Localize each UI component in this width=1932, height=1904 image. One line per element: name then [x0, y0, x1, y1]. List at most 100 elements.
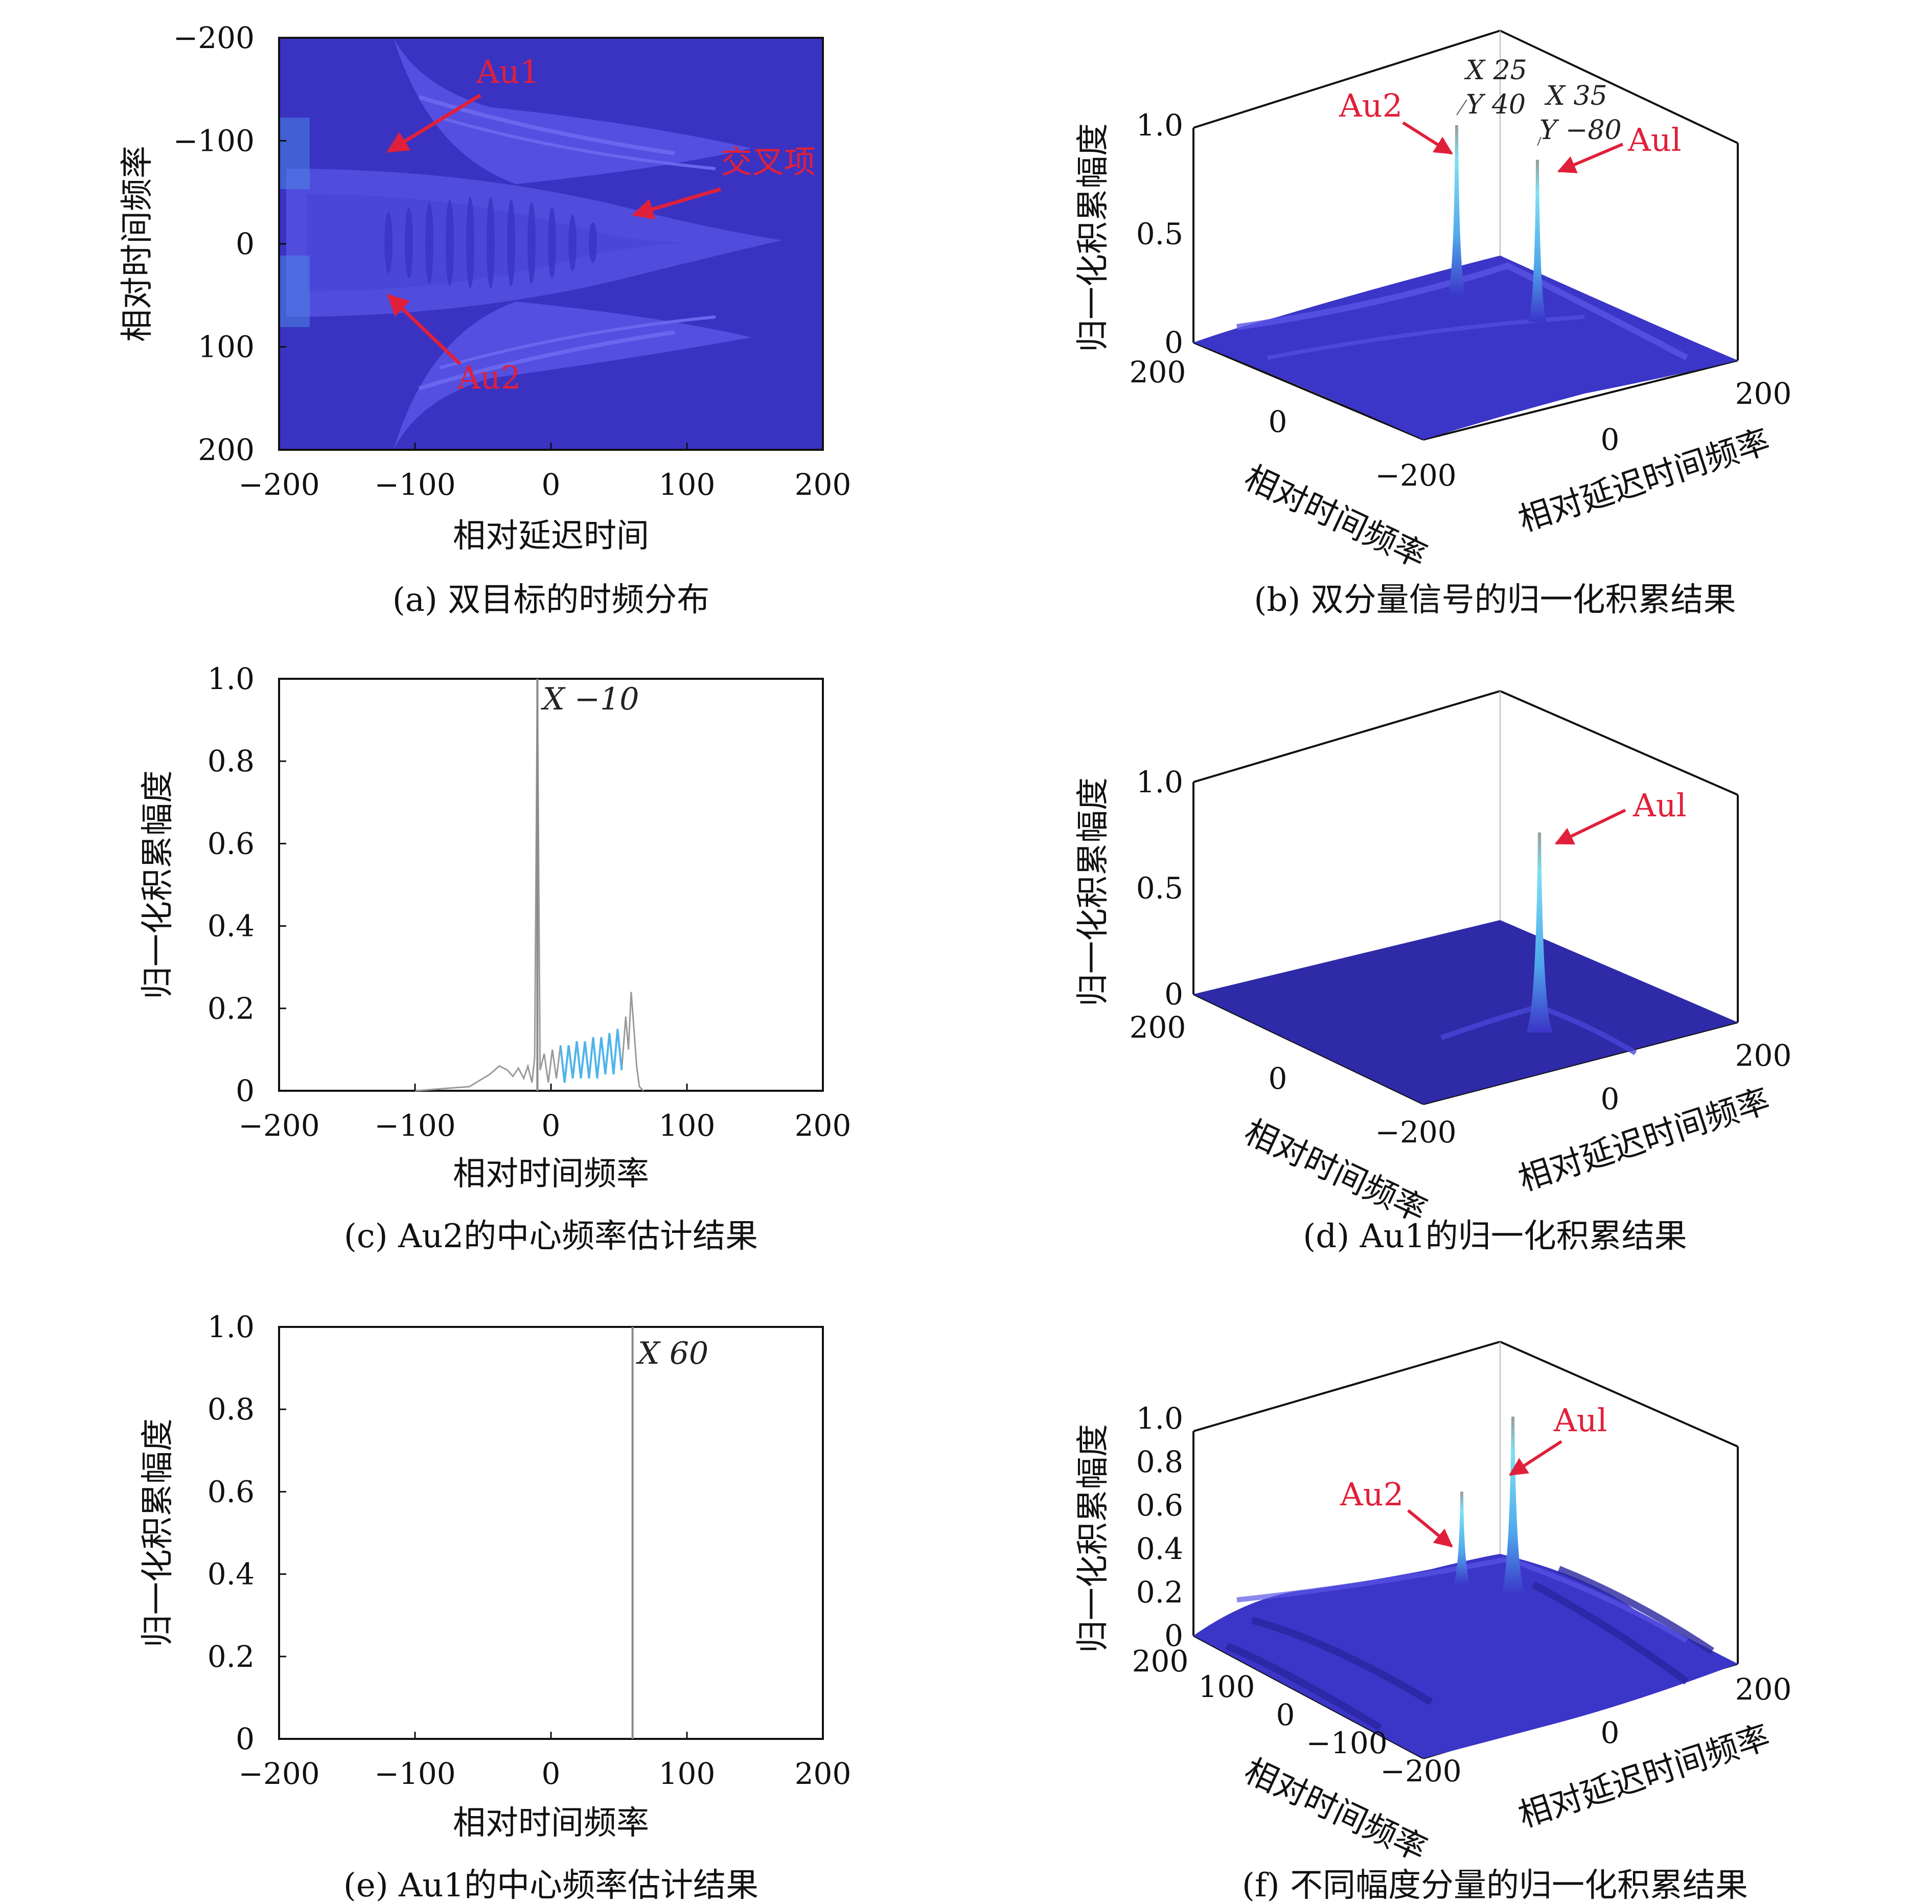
x-tick-f-2: 0 — [1276, 1697, 1295, 1732]
y-tick-label: −200 — [173, 20, 255, 55]
datatip-y-b-1: Y −80 — [1539, 115, 1622, 146]
x-axis-label-e: 相对时间频率 — [453, 1804, 649, 1842]
y-axis-label-e: 归一化积累幅度 — [139, 1418, 177, 1647]
z-axis-label-b: 归一化积累幅度 — [1074, 123, 1112, 352]
peak-label-c: X −10 — [541, 681, 639, 717]
x-tick-labels-e: −200 −100 0 100 200 — [238, 1732, 851, 1791]
y-tick-labels-e: 0 0.2 0.4 0.6 0.8 1.0 — [208, 1310, 286, 1756]
surface-ridges-f — [1225, 1566, 1714, 1731]
z-tick-label: 0 — [1164, 1618, 1183, 1653]
z-tick-label: 0 — [1164, 977, 1183, 1012]
heatmap-pattern — [279, 38, 782, 450]
datatip-x-b-1: X 35 — [1544, 81, 1607, 111]
annotation-au2-b: Au2 — [1339, 87, 1402, 124]
x-tick-d-2: −200 — [1375, 1115, 1456, 1150]
peak-au2-b — [1447, 125, 1466, 296]
y-axis-label-b: 相对延迟时间频率 — [1514, 423, 1775, 540]
y-axis-label-a: 相对时间频率 — [119, 146, 156, 342]
caption-b: (b) 双分量信号的归一化积累结果 — [1254, 581, 1736, 619]
y-tick-label: −100 — [173, 124, 255, 158]
x-tick-b-1: 0 — [1269, 404, 1287, 439]
series-line — [415, 678, 644, 1092]
x-tick-b-2: −200 — [1375, 458, 1456, 493]
panel-e: −200 −100 0 100 200 0 0.2 0.4 0.6 0.8 1.0 X 60 相对… — [139, 1310, 851, 1904]
annotation-au1-b: Aul — [1627, 121, 1682, 158]
peaks-f — [1454, 1416, 1525, 1595]
surface-f — [1193, 1554, 1738, 1758]
plot-frame-c — [278, 678, 824, 1092]
z-tick-label: 1.0 — [1136, 1401, 1183, 1436]
annotation-arrows-a — [386, 94, 721, 365]
y-tick-label: 0.8 — [208, 744, 255, 778]
x-tick-f-3: −100 — [1306, 1726, 1387, 1760]
y-tick-label: 0 — [236, 1073, 255, 1108]
annotation-arrows-f — [1407, 1440, 1562, 1548]
annotation-au1-a: Au1 — [476, 53, 540, 90]
plot-frame-e — [278, 1326, 824, 1740]
caption-f: (f) 不同幅度分量的归一化积累结果 — [1242, 1867, 1748, 1904]
y-axis-label-d: 相对延迟时间频率 — [1514, 1082, 1775, 1199]
x-tick-label: 0 — [542, 1108, 561, 1143]
z-tick-labels-f: 0 0.2 0.4 0.6 0.8 1.0 — [1136, 1401, 1183, 1653]
y-tick-label: 0 — [236, 226, 255, 261]
y-tick-label: 0.4 — [208, 1557, 255, 1592]
annotation-au2-f: Au2 — [1340, 1476, 1404, 1513]
y-tick-label: 0.8 — [208, 1392, 255, 1427]
y-tick-f-1: 200 — [1735, 1672, 1792, 1707]
surface-b — [1193, 256, 1738, 440]
annotation-arrow-d — [1554, 809, 1626, 845]
y-tick-label: 0.2 — [208, 1639, 255, 1674]
panel-b: 00.51.0 200 0 −200 0 200 相对时间频率 相对延迟时间频率… — [1074, 30, 1792, 619]
x-tick-label: −100 — [374, 1108, 455, 1143]
caption-c: (c) Au2的中心频率估计结果 — [344, 1218, 758, 1255]
panel-d: 00.51.0 200 0 −200 0 200 相对时间频率 相对延迟时间频率… — [1074, 690, 1792, 1255]
y-tick-d-1: 200 — [1735, 1038, 1792, 1073]
annotation-au2-a: Au2 — [457, 359, 521, 396]
x-tick-label: −200 — [238, 467, 319, 502]
y-tick-label: 0.6 — [208, 1474, 255, 1509]
y-tick-labels-a: −200 −100 0 100 200 — [173, 20, 286, 467]
datatip-leader — [1456, 99, 1467, 116]
z-tick-label: 1.0 — [1136, 765, 1183, 799]
caption-a: (a) 双目标的时频分布 — [393, 581, 709, 619]
y-tick-labels-c: 0 0.2 0.4 0.6 0.8 1.0 — [208, 661, 286, 1108]
x-tick-labels-a: −200 −100 0 100 200 — [238, 443, 851, 502]
x-tick-d-1: 0 — [1269, 1061, 1287, 1096]
z-tick-label: 0.2 — [1136, 1575, 1183, 1610]
peak-au1-d — [1526, 832, 1553, 1033]
x-tick-label: 200 — [795, 1756, 852, 1791]
x-tick-label: 0 — [542, 1756, 561, 1791]
x-tick-labels-c: −200 −100 0 100 200 — [238, 1084, 851, 1143]
datatip-leader — [1537, 136, 1542, 146]
peak-label-e: X 60 — [636, 1336, 708, 1371]
x-tick-label: −100 — [374, 1756, 455, 1791]
y-tick-label: 0.6 — [208, 826, 255, 861]
x-tick-label: 200 — [795, 467, 852, 502]
series-line-highlight — [559, 1028, 623, 1083]
axes-box-b — [1192, 30, 1739, 441]
x-axis-label-c: 相对时间频率 — [453, 1155, 649, 1193]
x-tick-label: 0 — [542, 467, 561, 502]
datatip-x-b-0: X 25 — [1464, 55, 1527, 86]
y-axis-label-f: 相对延迟时间频率 — [1514, 1718, 1775, 1836]
x-axis-label-a: 相对延迟时间 — [453, 517, 649, 555]
z-tick-label: 0.8 — [1136, 1444, 1183, 1479]
z-axis-label-d: 归一化积累幅度 — [1074, 777, 1112, 1006]
x-tick-label: −200 — [238, 1756, 319, 1791]
surface-d — [1193, 920, 1738, 1104]
z-tick-label: 0.4 — [1136, 1531, 1183, 1566]
x-tick-d-0: 200 — [1130, 1010, 1186, 1045]
y-tick-f-0: 0 — [1601, 1715, 1620, 1750]
x-tick-label: −200 — [238, 1108, 319, 1143]
panel-a: −200 −100 0 100 200 −200 −100 0 100 200 相对延迟时间 相… — [119, 20, 851, 619]
y-tick-label: 100 — [198, 330, 255, 364]
x-tick-f-4: −200 — [1380, 1754, 1461, 1788]
y-tick-label: 0 — [236, 1722, 255, 1756]
x-tick-f-0: 200 — [1132, 1644, 1189, 1679]
y-tick-b-1: 200 — [1735, 376, 1792, 411]
peaks-d — [1526, 832, 1553, 1033]
y-tick-label: 0.4 — [208, 909, 255, 944]
x-tick-label: 200 — [795, 1108, 852, 1143]
peaks-b — [1447, 99, 1547, 322]
